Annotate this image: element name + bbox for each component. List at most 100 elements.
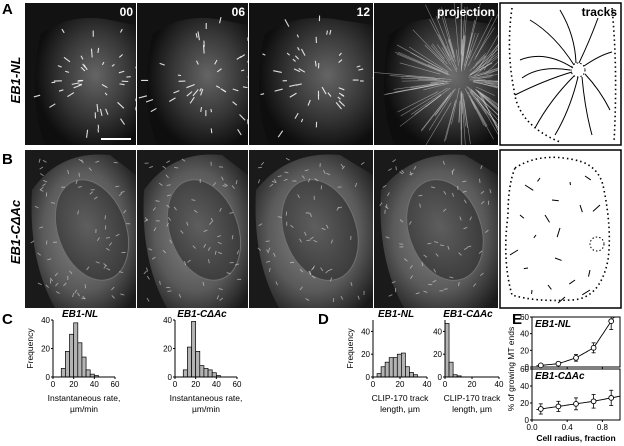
speckle-mark [260,161,265,166]
microtubule-mark [462,35,467,63]
speckle-mark [452,192,454,197]
speckle-mark [123,209,127,214]
microtubule-mark [119,28,123,33]
speckle-mark [72,293,75,298]
histogram-bar [182,369,188,378]
y-tick-label: 60 [520,313,529,322]
y-tick-label: 40 [361,327,370,336]
speckle-mark [283,178,288,182]
x-tick-label: 60 [111,380,120,389]
microtubule-mark [294,55,300,60]
speckle-mark [203,229,208,232]
x-tick-label: 0 [173,380,178,389]
speckle-mark [203,243,207,248]
microtubule-mark [222,89,227,93]
panel-label-b: B [2,151,13,168]
x-axis-label-unit: length, µm [452,404,492,414]
speckle-mark [37,252,41,256]
track-segment [588,269,591,277]
histogram-bar [85,369,91,378]
data-point [555,360,562,367]
speckle-mark [226,272,231,275]
microtubule-mark [478,73,499,80]
microtubule-mark [202,44,205,54]
speckle-mark [42,183,46,187]
speckle-mark [193,209,198,213]
speckle-mark [480,272,484,277]
speckle-mark [208,259,210,264]
histogram-bar [195,351,201,378]
speckle-mark [462,180,467,183]
speckle-mark [257,166,263,169]
speckle-mark [219,297,224,301]
microtubule-mark [410,83,439,89]
speckle-mark [410,275,414,280]
microtubule-mark [464,88,476,110]
speckle-mark [290,224,294,229]
track-segment [569,279,576,285]
speckle-mark [40,186,44,191]
speckle-mark [308,270,311,275]
speckle-mark [55,291,60,294]
microtubule-mark [479,92,499,106]
microtubule-mark [119,83,125,86]
speckle-mark [299,268,304,273]
x-tick-label: 60 [233,380,242,389]
speckle-mark [146,267,149,272]
speckle-mark [395,166,397,171]
histogram-1: EB1-CΔAc 0 20 40 60 0 20 40 Instantaneous rate,µ… [163,309,242,414]
track-segment [547,284,552,290]
microtubule-mark [295,83,302,86]
microtubule-mark [453,2,460,63]
speckle-mark [42,159,47,163]
microtubule-mark [472,81,499,86]
speckle-mark [115,233,120,237]
speckle-mark [120,293,125,296]
speckle-mark [166,222,169,227]
microtubule-mark [86,129,89,138]
y-tick-label: 20 [361,350,370,359]
microtubule-mark [481,94,499,111]
microtubule-mark [401,77,438,80]
histogram-bar [81,356,87,378]
speckle-mark [423,254,428,258]
speckle-mark [284,171,289,174]
speckle-mark [433,268,437,273]
speckle-mark [480,200,485,205]
microtubule-mark [425,4,452,60]
microtubule-mark [289,92,297,98]
panel-label-c: C [2,311,13,328]
speckle-mark [229,212,234,214]
speckle-mark [162,249,167,254]
speckle-mark [95,160,100,163]
speckle-mark [268,247,271,252]
track-segment [524,184,534,191]
microtubule-mark [436,44,452,65]
speckle-mark [336,206,340,211]
microtubule-mark [297,47,300,51]
speckle-mark [50,202,56,204]
speckle-mark [277,216,282,218]
speckle-mark [67,169,70,174]
track-segment [554,257,562,261]
speckle-mark [480,164,483,169]
speckle-mark [144,217,148,222]
speckle-mark [235,180,238,185]
speckle-mark [305,298,310,301]
speckle-mark [409,171,412,176]
speckle-mark [39,226,44,229]
speckle-mark [108,242,113,247]
microtubule-mark [219,17,222,24]
microtubule-mark [436,15,458,71]
speckle-mark [166,160,171,164]
speckle-mark [148,248,153,251]
microtubule-mark [463,99,471,145]
microtubule-mark [189,96,195,104]
data-point [608,395,615,401]
microtubule-mark [338,87,345,91]
x-tick-label: 40 [495,380,504,389]
microtubule-mark [101,84,108,89]
y-tick-label: 40 [163,316,172,325]
microtubule-mark [277,130,284,138]
